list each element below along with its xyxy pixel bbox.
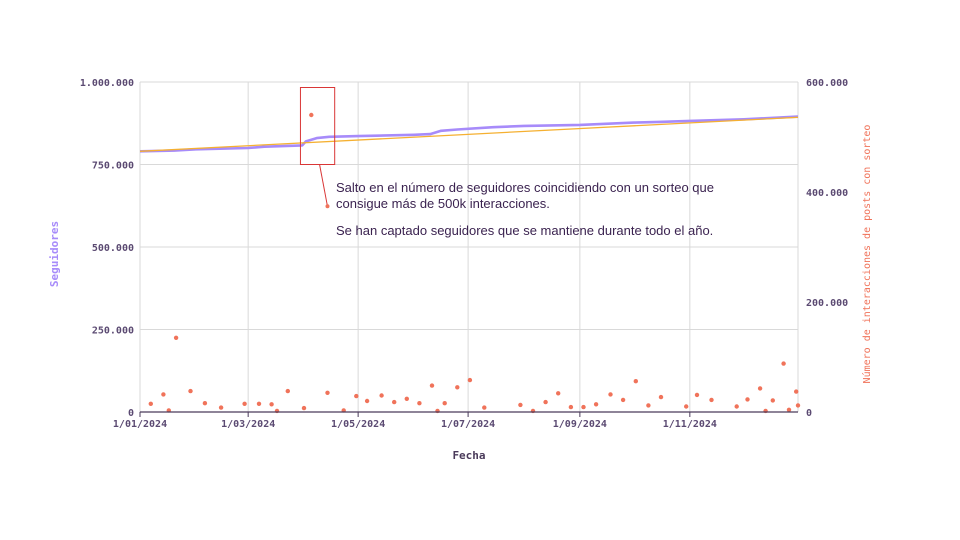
series-line xyxy=(139,115,799,153)
x-tick-label: 1/09/2024 xyxy=(553,419,607,430)
scatter-point xyxy=(709,397,714,403)
scatter-point xyxy=(148,401,153,406)
highlight-box xyxy=(299,87,336,165)
x-axis-ticks: 1/01/2024 1/03/2024 1/05/2024 1/07/2024 1/09… xyxy=(113,412,717,430)
scatter-point xyxy=(633,379,638,384)
annotation-layer xyxy=(299,87,336,209)
scatter-point xyxy=(581,404,586,410)
left-tick-label: 250.000 xyxy=(92,326,134,337)
scatter-point xyxy=(442,401,447,406)
scatter-point xyxy=(745,397,750,402)
right-tick-label: 200.000 xyxy=(806,298,848,309)
scatter-point xyxy=(202,401,208,406)
x-tick-label: 1/03/2024 xyxy=(221,419,275,430)
series-layer xyxy=(139,112,801,414)
grid-lines xyxy=(139,81,799,412)
scatter-point xyxy=(364,398,370,404)
scatter-point xyxy=(593,402,599,407)
left-tick-label: 500.000 xyxy=(92,243,134,254)
scatter-point xyxy=(256,401,262,406)
scatter-point xyxy=(694,392,700,398)
scatter-point xyxy=(684,404,689,409)
scatter-point xyxy=(543,399,548,405)
left-axis-ticks: 0 250.000 500.000 750.000 1.000.000 xyxy=(80,78,134,419)
scatter-point xyxy=(620,397,626,403)
left-axis-title: Seguidores xyxy=(48,221,61,287)
right-axis-title: Número de interacciones de posts con sor… xyxy=(861,125,873,384)
scatter-point xyxy=(795,403,801,408)
scatter-point xyxy=(794,389,799,394)
left-tick-label: 750.000 xyxy=(92,161,134,172)
x-tick-label: 1/05/2024 xyxy=(331,419,385,430)
scatter-point xyxy=(173,335,179,340)
right-tick-label: 0 xyxy=(806,408,812,419)
scatter-point xyxy=(269,402,274,407)
scatter-point xyxy=(757,386,763,391)
scatter-point xyxy=(734,404,739,409)
scatter-point xyxy=(309,112,314,118)
right-tick-label: 600.000 xyxy=(806,78,848,89)
left-tick-label: 1.000.000 xyxy=(80,78,134,89)
scatter-point xyxy=(325,390,330,395)
scatter-point xyxy=(218,405,224,410)
scatter-point xyxy=(392,399,397,405)
x-tick-label: 1/01/2024 xyxy=(113,419,167,430)
scatter-point xyxy=(161,392,166,397)
x-axis-title: Fecha xyxy=(452,449,485,462)
scatter-point xyxy=(188,388,193,394)
series-line xyxy=(139,116,799,152)
scatter-point xyxy=(568,404,574,410)
scatter-point xyxy=(781,361,786,366)
scatter-point xyxy=(770,398,775,403)
scatter-point xyxy=(646,403,651,408)
annotation-text-line-4: Se han captado seguidores que se mantien… xyxy=(336,223,713,238)
scatter-point xyxy=(429,383,435,388)
scatter-point xyxy=(285,388,290,394)
scatter-point xyxy=(301,405,307,411)
scatter-point xyxy=(467,377,473,383)
annotation-dot xyxy=(325,204,330,209)
scatter-point xyxy=(455,385,460,390)
scatter-point xyxy=(518,402,523,408)
right-tick-label: 400.000 xyxy=(806,188,848,199)
annotation-text-line-2: consigue más de 500k interacciones. xyxy=(336,196,550,211)
annotation-line xyxy=(319,164,328,207)
left-tick-label: 0 xyxy=(128,408,134,419)
x-tick-label: 1/11/2024 xyxy=(663,419,717,430)
scatter-point xyxy=(242,401,247,406)
scatter-point xyxy=(608,392,613,397)
scatter-point xyxy=(482,405,487,410)
scatter-point xyxy=(658,394,664,400)
annotation-text-line-1: Salto en el número de seguidores coincid… xyxy=(336,180,714,195)
scatter-point xyxy=(404,396,409,401)
scatter-point xyxy=(556,391,561,396)
right-axis-ticks: 0 200.000 400.000 600.000 xyxy=(806,78,848,419)
x-tick-label: 1/07/2024 xyxy=(441,419,495,430)
scatter-point xyxy=(379,393,384,398)
scatter-point xyxy=(786,407,792,412)
scatter-point xyxy=(354,393,359,399)
scatter-point xyxy=(417,401,422,406)
